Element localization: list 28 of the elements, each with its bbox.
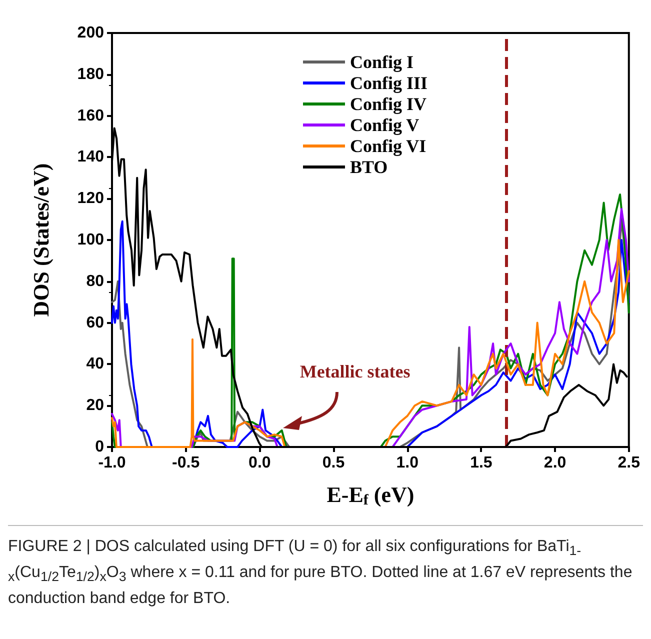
x-tick-label: 2.5 xyxy=(618,454,640,472)
text: FIGURE 2 | DOS calculated using DFT (U = 0) for all six configurations for BaTi$_{1-}$$_{x}$(Cu$_{1/2}$Te$_{1/2}$)$_{x}$O$_{3}$ where x = 0.11 and for pure BTO. Dotted line at 1.67 eV represents the conduction band edge for BTO. xyxy=(8,538,632,608)
annotation: Metallic states xyxy=(300,361,410,382)
x-tick-label: 1.0 xyxy=(396,454,419,472)
y-tick-label: 120 xyxy=(77,190,104,208)
y-axis-title: DOS (States/eV) xyxy=(28,163,54,317)
y-tick-label: 160 xyxy=(77,107,104,124)
x-tick-label: -0.5 xyxy=(172,454,200,472)
x-tick-label: 0.0 xyxy=(248,454,271,472)
y-tick-label: 200 xyxy=(77,24,104,42)
y-tick-label: 20 xyxy=(86,397,104,414)
y-tick-label: 100 xyxy=(77,232,104,248)
y-tick-label: 80 xyxy=(86,272,104,290)
x-tick-label: -1.0 xyxy=(98,454,126,472)
legend-label: Config IV xyxy=(350,94,427,114)
x-tick-label: 0.5 xyxy=(322,454,345,472)
legend-label: Config VI xyxy=(350,136,426,156)
legend-label: BTO xyxy=(350,157,388,177)
y-tick-label: 40 xyxy=(86,356,104,373)
x-tick-label: 2.0 xyxy=(544,454,566,472)
legend-label: Config III xyxy=(350,73,428,93)
y-tick-label: 0 xyxy=(95,438,104,456)
y-tick-label: 140 xyxy=(77,148,104,166)
y-tick-label: 180 xyxy=(77,66,104,83)
x-tick-label: 1.5 xyxy=(470,454,492,472)
legend-label: Config I xyxy=(350,52,414,72)
legend-label: Config V xyxy=(350,115,420,135)
y-tick-label: 60 xyxy=(86,314,104,332)
